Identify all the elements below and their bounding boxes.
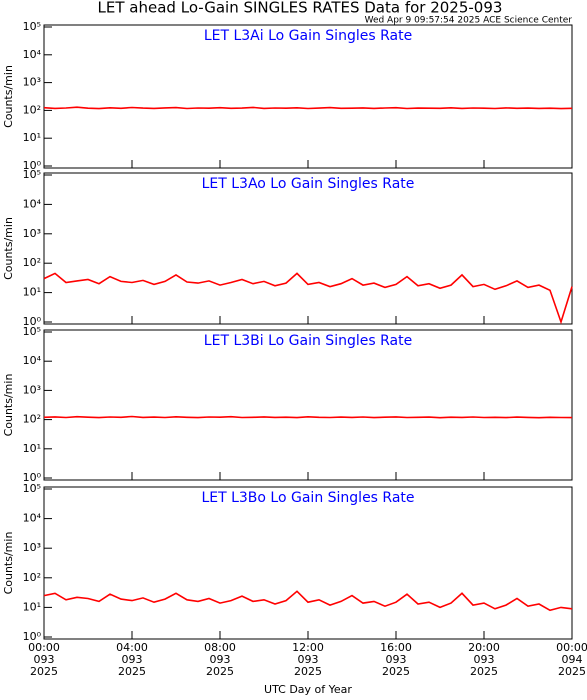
panel-title: LET L3Bi Lo Gain Singles Rate <box>204 333 412 349</box>
panel-title: LET L3Bo Lo Gain Singles Rate <box>201 490 414 506</box>
x-tick-label: 20:00 <box>468 641 500 654</box>
y-axis-label: Counts/min <box>2 217 15 280</box>
x-tick-label: 093 <box>34 653 55 666</box>
y-axis-label: Counts/min <box>2 532 15 595</box>
x-tick-label: 2025 <box>470 665 498 678</box>
x-tick-label: 00:00 <box>556 641 587 654</box>
y-tick-label: 10⁰ <box>23 315 42 328</box>
y-tick-label: 10⁴ <box>23 354 42 367</box>
x-tick-label: 12:00 <box>292 641 324 654</box>
y-tick-label: 10³ <box>23 541 41 554</box>
y-tick-label: 10² <box>23 256 41 269</box>
x-tick-label: 094 <box>562 653 583 666</box>
plot-frame <box>43 24 573 169</box>
x-tick-label: 093 <box>386 653 407 666</box>
plot-frame <box>43 172 573 325</box>
y-tick-label: 10⁵ <box>23 20 41 33</box>
x-tick-label: 2025 <box>206 665 234 678</box>
chart-subtitle: Wed Apr 9 09:57:54 2025 ACE Science Cent… <box>365 16 573 26</box>
y-axis-label: Counts/min <box>2 374 15 437</box>
y-tick-label: 10¹ <box>23 286 41 299</box>
chart-title: LET ahead Lo-Gain SINGLES RATES Data for… <box>98 0 503 17</box>
y-tick-label: 10⁴ <box>23 512 42 525</box>
x-tick-label: 093 <box>298 653 319 666</box>
y-tick-label: 10⁵ <box>23 482 41 495</box>
x-tick-label: 16:00 <box>380 641 412 654</box>
x-tick-label: 2025 <box>382 665 410 678</box>
plot-frame <box>43 329 573 481</box>
x-tick-label: 08:00 <box>204 641 236 654</box>
data-line <box>43 415 573 419</box>
x-tick-label: 2025 <box>118 665 146 678</box>
y-tick-label: 10⁵ <box>23 325 41 338</box>
data-line <box>43 272 573 325</box>
y-tick-label: 10⁰ <box>23 630 42 643</box>
y-tick-label: 10¹ <box>23 131 41 144</box>
x-tick-label: 00:00 <box>28 641 60 654</box>
plot-frame <box>43 486 573 640</box>
y-tick-label: 10² <box>23 413 41 426</box>
data-line <box>43 590 573 612</box>
y-tick-label: 10³ <box>23 227 41 240</box>
y-tick-label: 10⁵ <box>23 168 41 181</box>
y-tick-label: 10² <box>23 103 41 116</box>
y-tick-label: 10⁴ <box>23 48 42 61</box>
panel-title: LET L3Ao Lo Gain Singles Rate <box>202 176 415 192</box>
y-tick-label: 10⁴ <box>23 197 42 210</box>
y-tick-label: 10⁰ <box>23 471 42 484</box>
y-tick-label: 10¹ <box>23 600 41 613</box>
y-tick-label: 10² <box>23 571 41 584</box>
x-tick-label: 2025 <box>294 665 322 678</box>
data-line <box>43 106 573 110</box>
x-tick-label: 093 <box>122 653 143 666</box>
y-tick-label: 10⁰ <box>23 159 42 172</box>
x-axis-label: UTC Day of Year <box>264 683 352 696</box>
y-axis-label: Counts/min <box>2 65 15 128</box>
x-tick-label: 04:00 <box>116 641 148 654</box>
x-tick-label: 093 <box>474 653 495 666</box>
y-tick-label: 10³ <box>23 76 41 89</box>
x-tick-label: 2025 <box>558 665 586 678</box>
y-tick-label: 10³ <box>23 383 41 396</box>
panel-title: LET L3Ai Lo Gain Singles Rate <box>204 28 412 44</box>
y-tick-label: 10¹ <box>23 442 41 455</box>
x-tick-label: 2025 <box>30 665 58 678</box>
x-tick-label: 093 <box>210 653 231 666</box>
